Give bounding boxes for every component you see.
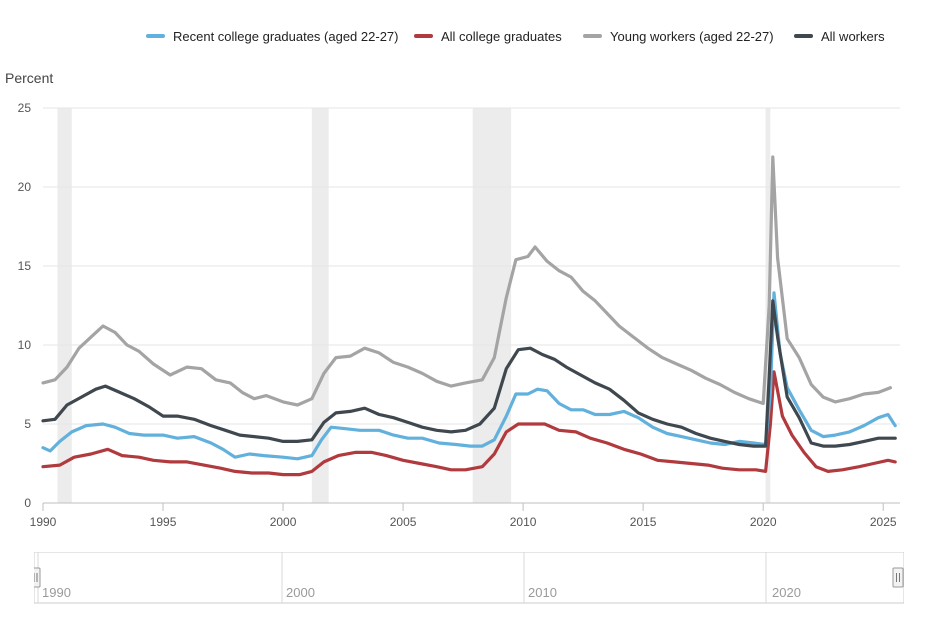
y-tick-label: 5 xyxy=(24,417,31,431)
legend-item-all-workers[interactable]: All workers xyxy=(794,26,885,46)
x-tick-label: 2015 xyxy=(630,515,657,529)
legend-swatch xyxy=(583,34,602,38)
x-tick-label: 1990 xyxy=(30,515,57,529)
series-line-all-college-graduates xyxy=(41,370,897,477)
y-tick-label: 10 xyxy=(18,338,32,352)
series-line-all-workers xyxy=(41,299,897,448)
y-tick-label: 15 xyxy=(18,259,32,273)
legend-swatch xyxy=(794,34,813,38)
legend-item-young-workers[interactable]: Young workers (aged 22-27) xyxy=(583,26,774,46)
navigator-label-2000: 2000 xyxy=(286,585,315,600)
navigator-label-2010: 2010 xyxy=(528,585,557,600)
time-navigator[interactable]: 1990 2000 2010 2020 xyxy=(34,552,904,604)
series-line-recent-college-graduates-aged-22-27 xyxy=(41,291,897,461)
y-tick-label: 25 xyxy=(18,101,32,115)
navigator-label-1990: 1990 xyxy=(42,585,71,600)
legend-item-recent-college-graduates[interactable]: Recent college graduates (aged 22-27) xyxy=(146,26,398,46)
x-tick-label: 2025 xyxy=(870,515,897,529)
legend-label: All workers xyxy=(821,28,885,44)
x-tick-label: 1995 xyxy=(150,515,177,529)
legend-label: All college graduates xyxy=(441,28,562,44)
navigator-left-handle[interactable] xyxy=(34,567,41,588)
x-tick-label: 2000 xyxy=(270,515,297,529)
y-tick-label: 0 xyxy=(24,496,31,510)
navigator-label-2020: 2020 xyxy=(772,585,801,600)
legend-item-all-college-graduates[interactable]: All college graduates xyxy=(414,26,562,46)
legend-swatch xyxy=(414,34,433,38)
y-tick-label: 20 xyxy=(18,180,32,194)
navigator-right-handle[interactable] xyxy=(892,567,904,588)
x-tick-label: 2005 xyxy=(390,515,417,529)
legend-label: Recent college graduates (aged 22-27) xyxy=(173,28,399,44)
x-tick-label: 2010 xyxy=(510,515,537,529)
recession-band xyxy=(311,108,329,503)
legend-label: Young workers (aged 22-27) xyxy=(610,28,774,44)
y-axis-label: Percent xyxy=(5,70,54,86)
navigator-frame xyxy=(34,552,904,604)
x-tick-label: 2020 xyxy=(750,515,777,529)
legend-swatch xyxy=(146,34,165,38)
series-line-young-workers-aged-22-27 xyxy=(41,155,892,407)
legend: Recent college graduates (aged 22-27) Al… xyxy=(140,26,920,46)
